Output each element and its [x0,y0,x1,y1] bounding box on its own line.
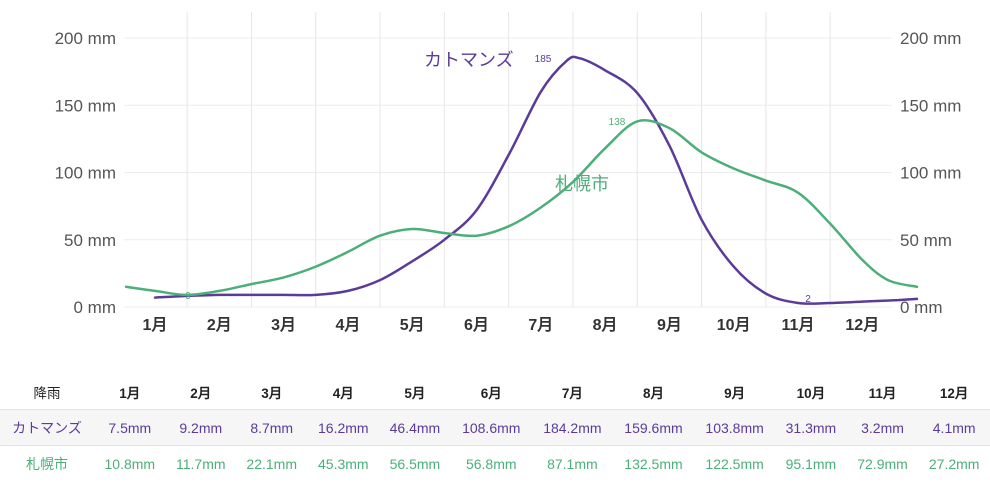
table-month-header: 3月 [261,385,283,401]
table-cell: 11.7mm [175,455,226,472]
peak-value-label: 185 [535,54,552,65]
table-cell: 22.1mm [246,455,297,472]
table-cell: 87.1mm [547,455,598,472]
table-cell: 72.9mm [857,455,908,472]
table-cell: 3.2mm [861,419,904,436]
y-tick-label-right: 200 mm [900,29,961,48]
rainfall-chart: 0 mm 0 mm 50 mm 50 mm 100 mm 100 mm 150 mm 150 … [55,12,962,334]
chart-grid [124,12,892,308]
y-tick-label-left: 0 mm [74,298,117,317]
series-line [153,55,919,305]
chart-labels: カトマンズ 185 2 札幌市 138 9 [185,50,811,305]
table-cell: 132.5mm [624,455,683,472]
x-tick-label: 9月 [657,316,682,334]
y-tick-label-right: 150 mm [900,96,961,115]
x-tick-label: 8月 [593,316,618,334]
table-cell: 8.7mm [250,419,294,436]
y-tick-label-left: 50 mm [64,231,116,250]
x-tick-label: 3月 [271,316,296,334]
chart-axes: 0 mm 0 mm 50 mm 50 mm 100 mm 100 mm 150 mm 150 … [55,29,962,334]
min-value-label: 9 [185,291,191,302]
table-cell: 31.3mm [785,419,837,436]
table-row-label: カトマンズ [12,419,82,436]
min-value-label: 2 [805,294,811,305]
table-cell: 10.8mm [104,455,156,472]
table-month-header: 6月 [480,385,502,401]
series-line [124,119,919,297]
y-tick-label-left: 150 mm [55,96,116,115]
y-tick-label-right: 100 mm [900,164,961,183]
table-month-header: 2月 [190,385,212,401]
y-tick-label-right: 0 mm [900,298,943,317]
table-cell: 9.2mm [179,419,223,436]
table-cell: 16.2mm [318,419,369,436]
table-cell: 103.8mm [705,419,764,436]
table-month-header: 12月 [939,385,969,401]
table-cell: 7.5mm [108,419,152,436]
table-cell: 159.6mm [624,419,683,436]
table-month-header: 11月 [868,385,897,401]
table-cell: 46.4mm [389,419,441,436]
table-cell: 56.8mm [465,455,517,472]
table-month-header: 9月 [724,385,746,401]
x-tick-label: 1月 [143,316,168,334]
table-month-header: 10月 [796,385,826,401]
x-tick-label: 10月 [717,316,751,334]
x-tick-label: 5月 [400,316,425,334]
y-tick-label-left: 100 mm [55,164,116,183]
table-header-label: 降雨 [33,385,61,401]
table-month-header: 7月 [561,385,583,401]
x-tick-label: 11月 [782,316,815,334]
x-tick-label: 4月 [335,316,360,334]
table-month-header: 8月 [642,385,664,401]
table-row: 札幌市 10.8mm 11.7mm 22.1mm 45.3mm 56.5mm 56.8mm 8… [0,445,990,482]
series-name-label: カトマンズ [424,50,514,70]
x-tick-label: 6月 [464,316,489,334]
rainfall-table: 降雨 1月 2月 3月 4月 5月 6月 7月 8月 9月 10月 11月 12… [0,374,990,481]
table-cell: 45.3mm [318,455,369,472]
series-name-label: 札幌市 [555,174,609,194]
table-cell: 4.1mm [932,419,976,436]
table-header-row: 降雨 1月 2月 3月 4月 5月 6月 7月 8月 9月 10月 11月 12… [0,374,990,410]
table-cell: 95.1mm [785,455,837,472]
table-row-label: 札幌市 [26,455,68,472]
table-cell: 56.5mm [389,455,441,472]
table-month-header: 1月 [119,385,141,401]
table-cell: 122.5mm [705,455,764,472]
y-tick-label-left: 200 mm [55,29,116,48]
peak-value-label: 138 [609,117,626,128]
table-row: カトマンズ 7.5mm 9.2mm 8.7mm 16.2mm 46.4mm 108.6mm 1… [0,409,990,446]
table-cell: 27.2mm [928,455,980,472]
table-month-header: 4月 [332,385,354,401]
x-tick-label: 7月 [528,316,553,334]
table-cell: 108.6mm [462,419,521,436]
table-month-header: 5月 [404,385,426,401]
y-tick-label-right: 50 mm [900,231,952,250]
x-tick-label: 12月 [845,316,879,334]
chart-series [124,55,919,305]
table-cell: 184.2mm [543,419,602,436]
x-tick-label: 2月 [207,316,232,334]
